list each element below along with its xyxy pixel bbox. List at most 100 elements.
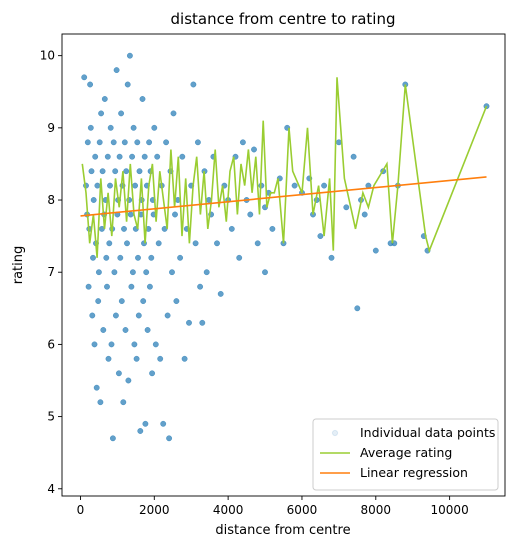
data-point: [160, 420, 167, 427]
legend-box: [312, 418, 499, 491]
data-point: [109, 435, 116, 442]
data-point: [194, 139, 201, 146]
data-point: [129, 153, 136, 160]
data-point: [177, 254, 184, 261]
data-point: [92, 153, 99, 160]
data-point: [91, 341, 98, 348]
data-point: [116, 153, 123, 160]
data-point: [291, 182, 298, 189]
data-point: [124, 81, 131, 88]
data-point: [146, 139, 153, 146]
y-axis-title: rating: [11, 246, 26, 285]
data-point: [172, 211, 178, 218]
data-point: [190, 81, 197, 88]
data-point: [372, 247, 379, 254]
data-point: [129, 269, 136, 276]
data-point: [149, 370, 156, 377]
data-point: [90, 197, 97, 203]
data-point: [350, 153, 357, 160]
data-point: [124, 240, 130, 247]
data-point: [186, 319, 192, 326]
y-tick-label: 9: [47, 121, 55, 135]
data-point: [96, 139, 103, 146]
data-point: [101, 96, 108, 102]
data-point: [85, 283, 92, 290]
data-point: [328, 254, 335, 261]
data-point: [99, 168, 106, 175]
data-point: [121, 225, 127, 232]
data-point: [107, 182, 113, 189]
x-tick-label: 4000: [213, 503, 244, 517]
data-point: [105, 355, 112, 362]
data-point: [118, 110, 125, 117]
data-point: [112, 168, 119, 175]
data-point: [199, 319, 206, 326]
data-point: [84, 139, 91, 146]
plot-frame: [61, 33, 506, 497]
data-point: [103, 254, 110, 261]
data-point: [115, 370, 122, 377]
data-point: [217, 290, 224, 297]
data-point: [142, 420, 149, 427]
data-point: [108, 341, 115, 348]
data-point: [155, 240, 162, 247]
data-point: [87, 124, 94, 131]
data-point: [110, 139, 117, 146]
data-point: [104, 153, 111, 160]
data-point: [87, 81, 94, 88]
y-tick-label: 5: [47, 410, 55, 424]
data-point: [136, 168, 143, 175]
data-point: [130, 124, 137, 131]
data-point: [151, 124, 158, 131]
legend-label-average: Average rating: [360, 445, 452, 460]
data-point: [132, 182, 139, 189]
data-point: [247, 211, 254, 218]
data-point: [89, 312, 96, 319]
data-point: [121, 139, 128, 146]
data-point: [166, 435, 173, 442]
data-point: [134, 139, 141, 146]
data-point: [117, 254, 124, 261]
data-point: [239, 139, 246, 146]
data-point: [95, 298, 102, 305]
data-point: [214, 240, 220, 247]
y-tick-label: 8: [47, 193, 55, 207]
data-point: [143, 269, 150, 276]
data-point: [181, 355, 188, 362]
data-point: [203, 269, 210, 276]
data-point: [164, 312, 171, 319]
data-point: [269, 225, 276, 232]
data-point: [170, 110, 177, 117]
data-point: [148, 254, 155, 261]
data-point: [137, 428, 144, 434]
data-point: [93, 384, 100, 391]
x-tick-label: 8000: [361, 503, 392, 517]
data-point: [144, 327, 151, 333]
y-tick-label: 7: [47, 265, 55, 279]
data-point: [236, 254, 243, 261]
x-axis-title: distance from centre: [215, 523, 350, 538]
data-point: [122, 327, 129, 333]
data-point: [127, 211, 134, 218]
data-point: [343, 204, 350, 211]
chart-title: distance from centre to rating: [171, 10, 396, 28]
data-point: [321, 182, 328, 189]
data-point: [81, 74, 88, 81]
data-point: [192, 240, 199, 247]
data-point: [95, 269, 102, 276]
data-point: [128, 283, 135, 290]
data-point: [94, 182, 101, 189]
data-point: [88, 168, 95, 175]
data-point: [179, 153, 186, 160]
data-point: [125, 377, 132, 384]
data-point: [131, 341, 138, 348]
data-point: [317, 233, 324, 240]
data-point: [97, 399, 104, 406]
data-point: [163, 139, 170, 146]
data-point: [157, 355, 164, 362]
data-point: [123, 168, 130, 175]
data-point: [98, 110, 105, 117]
data-point: [106, 240, 113, 247]
average-rating-line: [81, 77, 488, 258]
